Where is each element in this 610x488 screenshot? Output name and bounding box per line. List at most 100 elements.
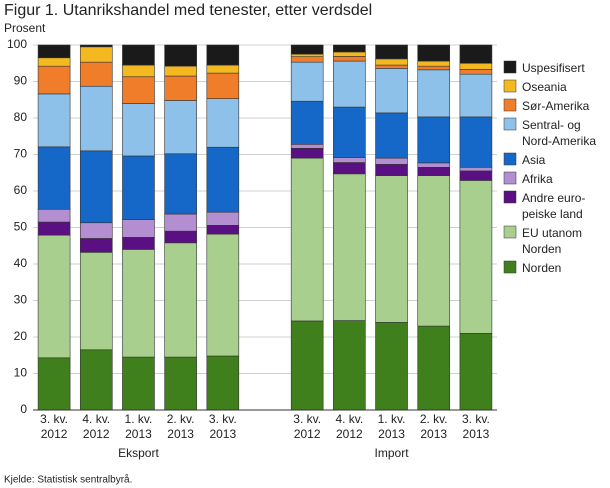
bar-segment bbox=[122, 64, 155, 78]
bar-segment bbox=[37, 208, 71, 223]
bar-segment bbox=[122, 76, 155, 104]
bar-segment bbox=[290, 61, 324, 102]
legend-label: Sentral- og Nord-Amerika bbox=[522, 118, 597, 148]
bar-segment bbox=[333, 60, 366, 108]
bar-segment bbox=[459, 170, 493, 181]
source: Kjelde: Statistisk sentralbyrå. bbox=[4, 474, 132, 486]
legend-swatch bbox=[503, 171, 517, 185]
bar-segment bbox=[459, 62, 493, 70]
y-tick-label: 60 bbox=[14, 183, 28, 197]
y-tick-label: 30 bbox=[14, 293, 28, 307]
bar-segment bbox=[206, 98, 240, 148]
bar-segment bbox=[206, 146, 240, 213]
bar-segment bbox=[375, 164, 408, 176]
y-tick-label: 20 bbox=[14, 329, 28, 343]
x-tick-label: 3. kv. 2013 bbox=[462, 412, 490, 441]
bar-segment bbox=[333, 56, 366, 62]
bar-segment bbox=[37, 57, 71, 67]
x-tick-label: 3. kv. 2012 bbox=[293, 412, 322, 441]
bar-segment bbox=[122, 249, 155, 358]
bar-segment bbox=[290, 147, 324, 159]
legend-swatch bbox=[503, 79, 517, 93]
bar-segment bbox=[333, 320, 366, 411]
bar-segment bbox=[417, 69, 451, 118]
y-tick-label: 80 bbox=[14, 110, 28, 124]
bar-segment bbox=[164, 356, 197, 411]
bar-segment bbox=[79, 238, 113, 253]
bar-segment bbox=[164, 44, 197, 67]
x-tick-label: 2. kv. 2013 bbox=[419, 412, 448, 441]
x-tick-label: 3. kv. 2013 bbox=[208, 412, 237, 441]
bar-segment bbox=[206, 355, 240, 411]
bar-segment bbox=[164, 213, 197, 232]
legend-swatch bbox=[503, 225, 517, 239]
legend-label: Asia bbox=[522, 153, 546, 167]
y-axis-label: Prosent bbox=[4, 21, 46, 35]
bar-segment bbox=[37, 93, 71, 148]
bar-segment bbox=[290, 100, 324, 145]
y-tick-label: 10 bbox=[14, 366, 28, 380]
bar-segment bbox=[290, 320, 324, 411]
chart-title: Figur 1. Utanrikshandel med tenester, et… bbox=[4, 2, 372, 19]
bar-segment bbox=[333, 157, 366, 163]
bar-segment bbox=[79, 61, 113, 87]
bar-segment bbox=[459, 166, 493, 172]
bar-segment bbox=[459, 69, 493, 75]
legend-label: Afrika bbox=[522, 172, 553, 186]
bar-segment bbox=[459, 116, 493, 168]
bar-segment bbox=[164, 230, 197, 244]
bar-segment bbox=[206, 64, 240, 74]
x-tick-label: 1. kv. 2013 bbox=[124, 412, 153, 441]
bar-segment bbox=[375, 68, 408, 114]
bar-segment bbox=[122, 356, 155, 411]
bar-segment bbox=[206, 211, 240, 226]
bar-segment bbox=[417, 325, 451, 411]
x-group-label: Import bbox=[375, 446, 410, 460]
x-tick-label: 2. kv. 2013 bbox=[166, 412, 195, 441]
x-tick-label: 3. kv. 2012 bbox=[40, 412, 68, 441]
bar-segment bbox=[417, 60, 451, 67]
legend-swatch bbox=[503, 152, 517, 166]
bar-segment bbox=[37, 234, 71, 359]
y-tick-label: 90 bbox=[14, 74, 28, 88]
bar-segment bbox=[206, 233, 240, 357]
bar-segment bbox=[37, 221, 71, 236]
bar-segment bbox=[459, 333, 493, 411]
x-tick-label: 4. kv. 2012 bbox=[82, 412, 111, 441]
legend-label: Uspesifisert bbox=[522, 61, 585, 75]
x-tick-label: 4. kv. 2012 bbox=[335, 412, 364, 441]
bar-segment bbox=[164, 153, 197, 215]
bar-segment bbox=[333, 44, 366, 53]
bar-segment bbox=[375, 44, 408, 60]
bar-segment bbox=[122, 155, 155, 220]
bar-segment bbox=[206, 44, 240, 66]
legend-label: Sør-Amerika bbox=[522, 99, 590, 113]
bar-segment bbox=[417, 166, 451, 176]
bar-segment bbox=[375, 157, 408, 165]
bar-segment bbox=[164, 65, 197, 77]
bar-segment bbox=[79, 222, 113, 239]
bar-segment bbox=[37, 65, 71, 95]
bar-segment bbox=[459, 44, 493, 64]
bar-segment bbox=[417, 175, 451, 327]
bar-segment bbox=[79, 150, 113, 224]
y-tick-label: 70 bbox=[14, 147, 28, 161]
bar-segment bbox=[206, 225, 240, 235]
bar-segment bbox=[164, 75, 197, 101]
bar-segment bbox=[79, 46, 113, 63]
bar-segment bbox=[290, 143, 324, 149]
legend-swatch bbox=[503, 117, 517, 131]
y-tick-label: 100 bbox=[7, 37, 27, 51]
bar-segment bbox=[122, 103, 155, 157]
bar-segment bbox=[79, 349, 113, 411]
bar-segment bbox=[333, 106, 366, 158]
x-tick-label: 1. kv. 2013 bbox=[377, 412, 406, 441]
legend-label: Oseania bbox=[522, 80, 567, 94]
bar-segment bbox=[417, 116, 451, 164]
bar-segment bbox=[164, 100, 197, 155]
bar-segment bbox=[417, 162, 451, 168]
bar-segment bbox=[417, 44, 451, 62]
bar-segment bbox=[333, 162, 366, 175]
